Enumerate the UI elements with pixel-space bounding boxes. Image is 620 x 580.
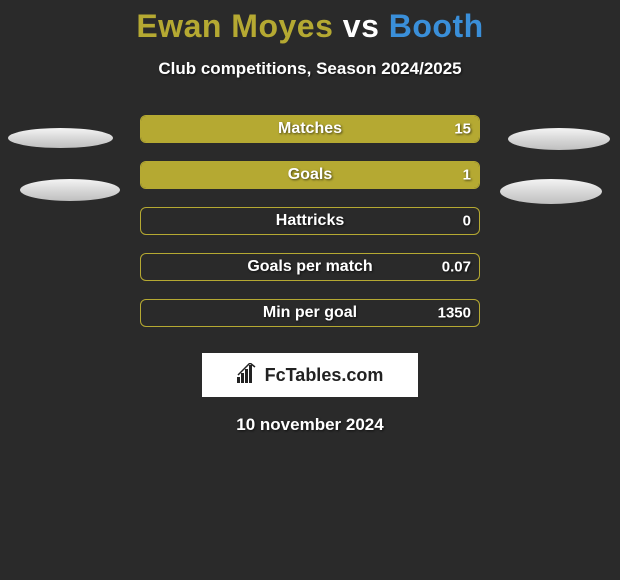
stat-value-right: 15: [454, 121, 471, 138]
stat-label: Min per goal: [263, 304, 357, 322]
bar-track: Goals 1: [140, 161, 480, 189]
stat-row: Min per goal 1350: [0, 289, 620, 335]
vs-text: vs: [343, 8, 380, 44]
player1-name: Ewan Moyes: [136, 8, 333, 44]
date-text: 10 november 2024: [0, 415, 620, 435]
stat-value-right: 0.07: [442, 259, 471, 276]
bar-track: Matches 15: [140, 115, 480, 143]
stat-label: Hattricks: [276, 212, 344, 230]
bar-track: Hattricks 0: [140, 207, 480, 235]
bar-track: Min per goal 1350: [140, 299, 480, 327]
stat-row: Goals 1: [0, 151, 620, 197]
stat-value-right: 1350: [438, 305, 471, 322]
comparison-title: Ewan Moyes vs Booth: [0, 0, 620, 45]
player2-name: Booth: [389, 8, 484, 44]
stat-label: Goals: [288, 166, 332, 184]
subtitle: Club competitions, Season 2024/2025: [0, 59, 620, 79]
chart-icon: [237, 363, 259, 388]
stats-rows: Matches 15 Goals 1 Hattricks 0 Goals per match…: [0, 105, 620, 335]
stat-row: Hattricks 0: [0, 197, 620, 243]
branding-badge: FcTables.com: [202, 353, 418, 397]
stat-value-right: 1: [463, 167, 471, 184]
stat-label: Goals per match: [247, 258, 372, 276]
stat-row: Goals per match 0.07: [0, 243, 620, 289]
stat-value-right: 0: [463, 213, 471, 230]
branding-text: FcTables.com: [265, 365, 384, 386]
bar-track: Goals per match 0.07: [140, 253, 480, 281]
stat-label: Matches: [278, 120, 342, 138]
stat-row: Matches 15: [0, 105, 620, 151]
